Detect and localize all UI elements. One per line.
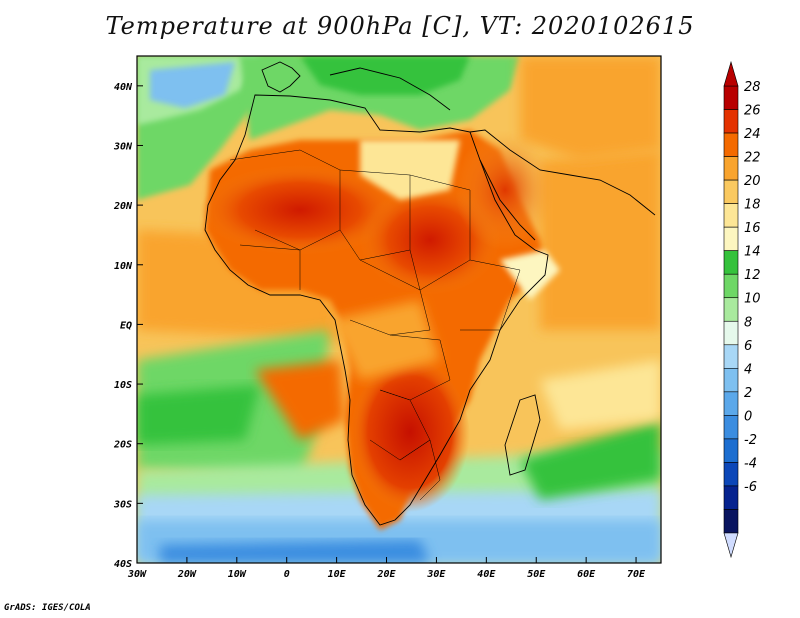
colorbar-label: -4: [744, 456, 757, 471]
map-title: Temperature at 900hPa [C], VT: 202010261…: [105, 12, 695, 40]
colorbar-swatch: [723, 226, 739, 251]
colorbar-under-triangle: [723, 532, 739, 559]
temperature-field: [137, 56, 661, 563]
lat-tick-label: 30S: [113, 499, 132, 510]
colorbar-swatch: [723, 509, 739, 534]
lat-tick-label: 30N: [113, 141, 133, 152]
colorbar-label: 24: [744, 127, 761, 142]
lat-tick-label: 20S: [113, 440, 132, 451]
colorbar-swatch: [723, 109, 739, 134]
lat-tick-label: EQ: [120, 320, 132, 331]
colorbar-label: 0: [744, 409, 752, 424]
plot-frame: [136, 55, 662, 564]
lon-tick-label: 30W: [127, 569, 147, 580]
colorbar-label: 26: [744, 104, 761, 119]
colorbar-label: 8: [744, 315, 752, 330]
colorbar-swatch: [723, 297, 739, 322]
colorbar-label: 16: [744, 221, 761, 236]
colorbar-swatch: [723, 203, 739, 228]
lon-tick-label: 10E: [328, 569, 347, 580]
colorbar-swatch: [723, 320, 739, 346]
colorbar-swatch: [723, 132, 739, 157]
colorbar-swatch: [723, 462, 739, 487]
colorbar-swatch: [723, 415, 739, 440]
colorbar-label: 20: [744, 174, 761, 189]
colorbar-label: 14: [744, 245, 761, 260]
colorbar-label: 10: [744, 292, 761, 307]
colorbar-label: -2: [744, 433, 757, 448]
lon-tick-label: 0: [284, 569, 290, 580]
lat-tick-label: 10S: [114, 380, 132, 391]
colorbar-over-triangle: [723, 60, 739, 87]
colorbar-swatch: [723, 85, 739, 110]
colorbar-label: 12: [744, 268, 761, 283]
coastlines: [204, 61, 656, 526]
colorbar-swatch: [723, 344, 739, 369]
lon-tick-label: 30E: [426, 569, 446, 580]
colorbar-label: 22: [744, 151, 761, 166]
colorbar-label: 18: [744, 198, 761, 213]
colorbar-label: 6: [744, 339, 752, 354]
lon-tick-label: 20E: [376, 569, 396, 580]
colorbar-label: 2: [744, 386, 752, 401]
colorbar-label: 28: [744, 80, 761, 95]
lat-tick-label: 10N: [114, 261, 133, 272]
colorbar-swatch: [723, 156, 739, 181]
grads-credit: GrADS: IGES/COLA: [4, 603, 91, 613]
axis-ticks: 30W 20W 10W 0 10E 20E 30E 40E 50E 60E 70E 40N 30N 20N…: [113, 82, 646, 580]
colorbar-swatch: [723, 391, 739, 416]
lon-tick-label: 50E: [527, 569, 546, 580]
colorbar-label: -6: [744, 480, 757, 495]
lat-tick-label: 40S: [114, 559, 132, 570]
colorbar-swatch: [723, 273, 739, 299]
lat-tick-label: 40N: [114, 82, 133, 93]
lon-tick-label: 10W: [228, 569, 247, 580]
lon-tick-label: 70E: [627, 569, 646, 580]
colorbar-swatch: [723, 368, 739, 393]
colorbar-swatch: [723, 438, 739, 463]
colorbar-label: 4: [744, 362, 752, 377]
colorbar-swatch: [723, 179, 739, 204]
lon-tick-label: 20W: [177, 569, 197, 580]
colorbar-swatch: [723, 485, 739, 510]
colorbar-swatch: [723, 250, 739, 275]
lon-tick-label: 60E: [577, 569, 596, 580]
lon-tick-label: 40E: [477, 569, 496, 580]
country-borders: [229, 149, 521, 501]
lat-tick-label: 20N: [113, 201, 133, 212]
